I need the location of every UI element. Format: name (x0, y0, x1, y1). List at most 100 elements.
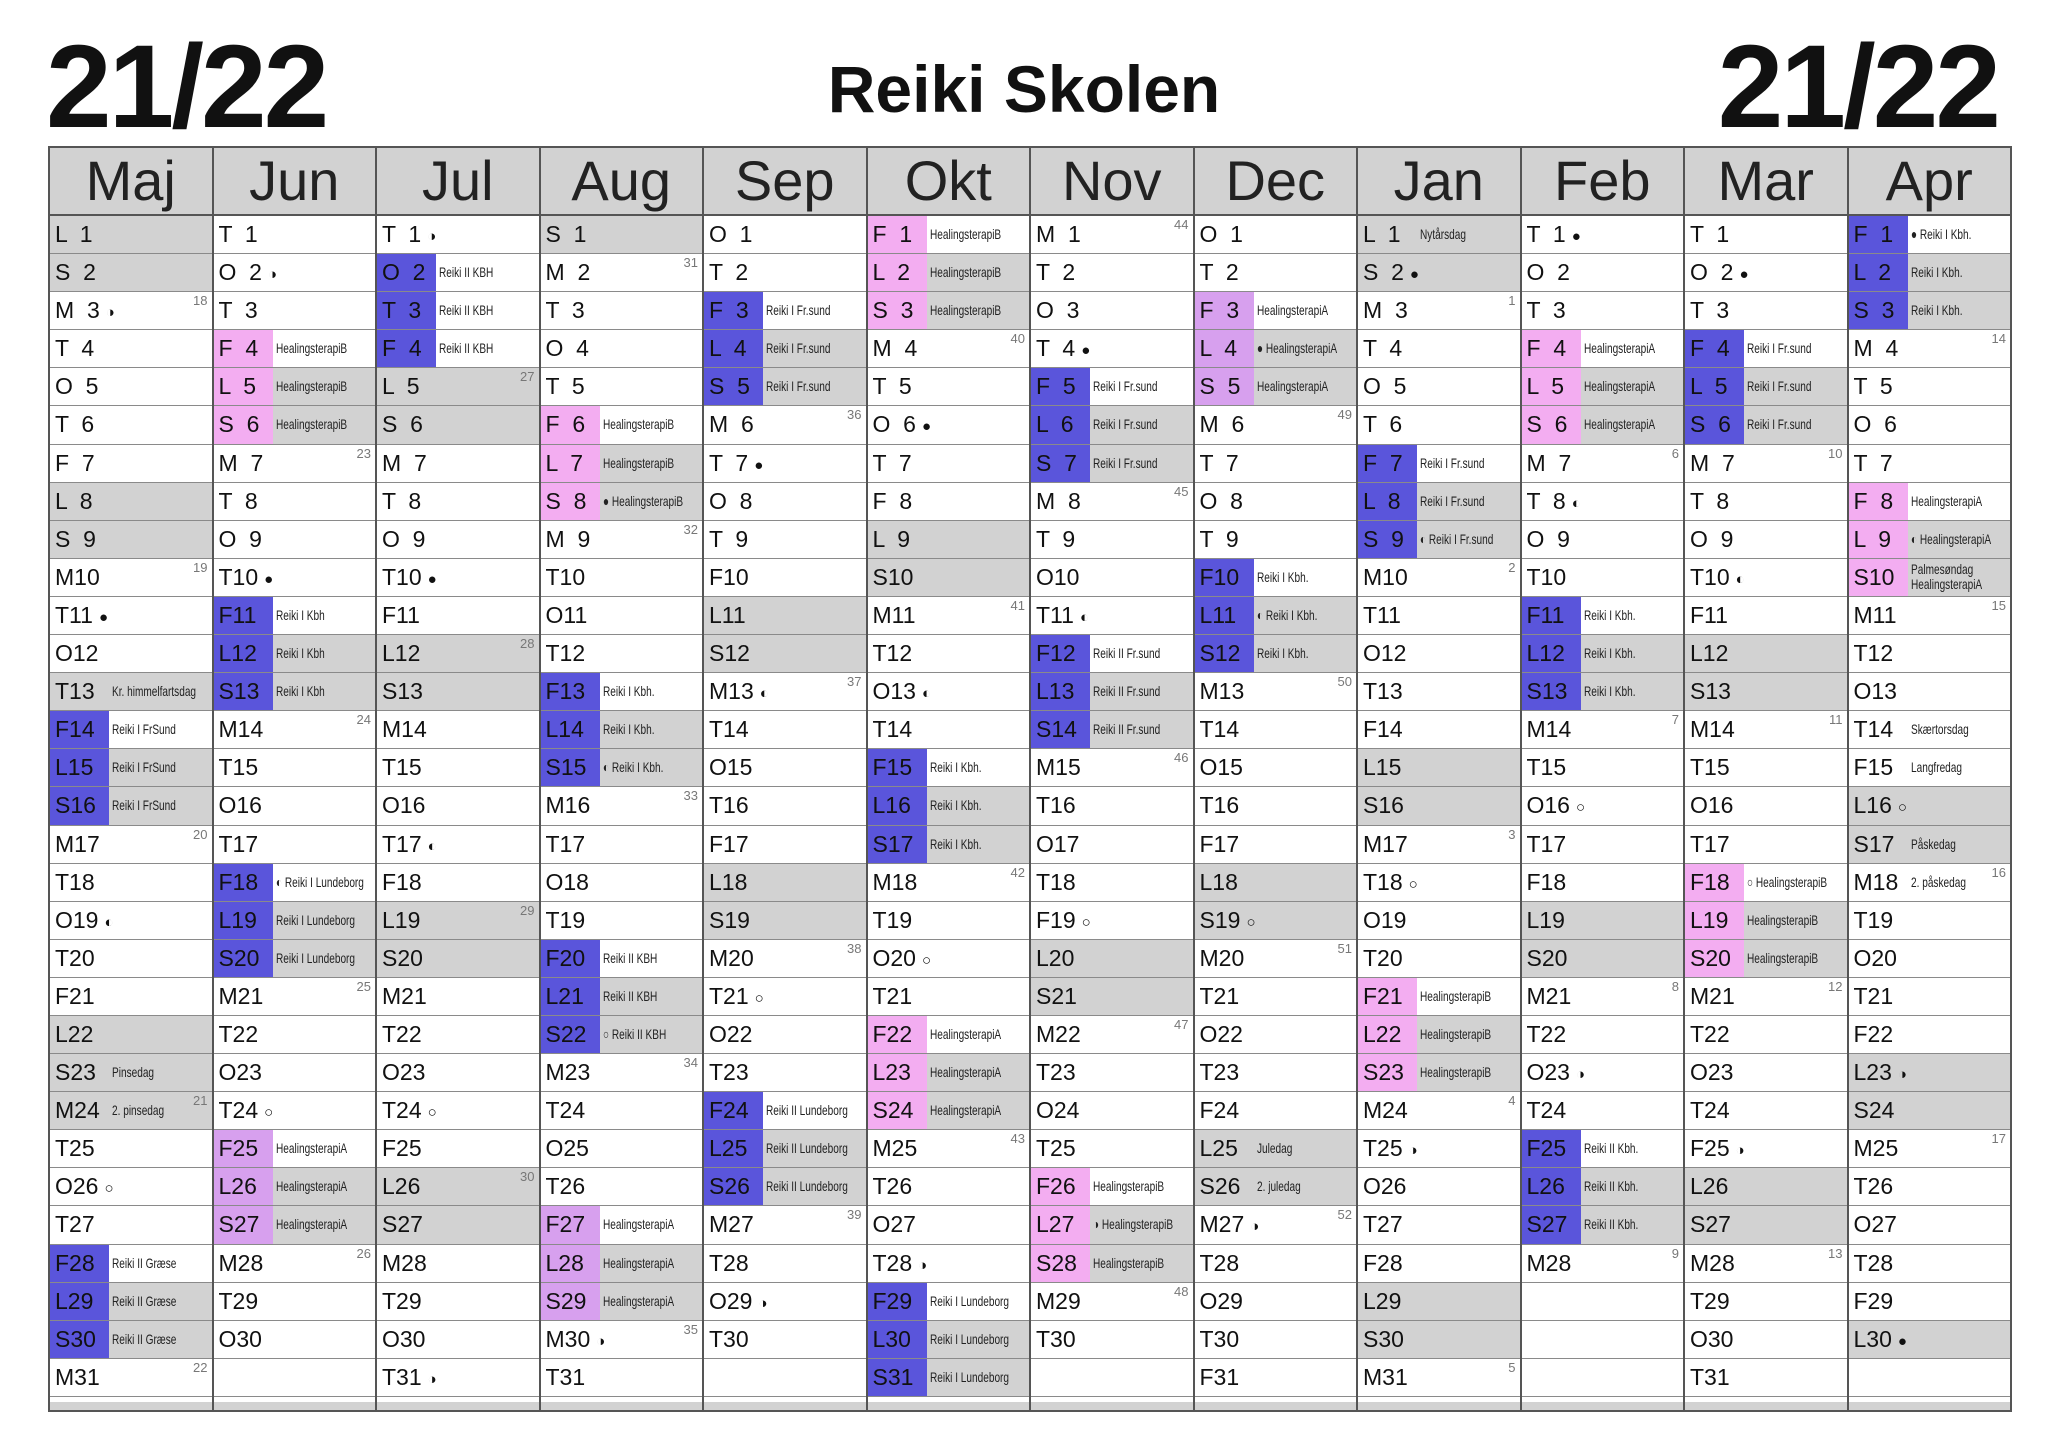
day-cell: T30 (1194, 1321, 1356, 1359)
day-label: L15 (1363, 754, 1402, 781)
day-label: T15 (218, 754, 259, 781)
day-event-note: Reiki II Græse (112, 1254, 177, 1271)
week-number: 31 (683, 255, 698, 271)
day-highlight (1358, 254, 1417, 292)
day-cell: O 6 (1848, 406, 2010, 445)
day-cell: L18 (1194, 863, 1356, 902)
day-label: T30 (709, 1325, 749, 1352)
day-cell: O22 (1194, 1016, 1356, 1055)
day-label: L30 (872, 1325, 911, 1352)
day-label: S26 (1199, 1173, 1241, 1200)
day-cell: F 4 Reiki I Fr.sund (1685, 330, 1847, 369)
day-label: T 9 (1036, 525, 1076, 552)
day-cell: T30 (1031, 1321, 1193, 1359)
day-label: T18 (55, 868, 95, 895)
day-label: T30 (1199, 1325, 1240, 1352)
day-label: T17 ◐ (382, 826, 437, 865)
day-label: L 1 (1363, 221, 1401, 247)
day-cell: L23 HealingsterapiA (867, 1054, 1029, 1093)
day-cell: T10 (1521, 559, 1683, 597)
day-cell: L14 Reiki I Kbh. (540, 711, 702, 750)
day-label: L 5 (218, 373, 257, 400)
day-cell: L18 (704, 863, 866, 902)
day-cell: S14 Reiki II Fr.sund (1031, 711, 1193, 750)
day-event-note: ◐ HealingsterapiA (1910, 530, 1991, 547)
day-cell: T 3 (1685, 292, 1847, 331)
day-label: O22 (1199, 1020, 1243, 1047)
day-highlight (1848, 482, 1908, 520)
day-label: T23 (1036, 1059, 1076, 1086)
day-cell: F 7 (50, 445, 212, 483)
day-cell: T26 (1848, 1168, 2010, 1207)
day-label: S30 (55, 1325, 96, 1352)
day-cell: S19 ○ (1194, 901, 1356, 941)
day-label: S19 ○ (1200, 902, 1256, 941)
day-cell: T11 (1358, 597, 1520, 636)
day-label: T26 (545, 1173, 586, 1200)
day-cell: T25 (1031, 1130, 1193, 1169)
day-event-note: Reiki I Fr.sund (1747, 340, 1812, 357)
day-cell: S 6 HealingsterapiB (213, 406, 375, 445)
week-number: 15 (1991, 597, 2006, 613)
day-highlight (377, 635, 436, 673)
day-label: T28 ◑ (873, 1245, 928, 1284)
day-label: S22 (545, 1020, 587, 1047)
day-label: T 7 (872, 449, 912, 476)
day-label: O 9 (1690, 525, 1734, 552)
day-cell: T17 (1521, 826, 1683, 864)
day-label: M20 (709, 944, 754, 971)
day-label: L 6 (1036, 411, 1074, 438)
day-cell: F11 Reiki I Kbh (213, 596, 375, 636)
day-cell: T16 (1194, 787, 1356, 826)
day-cell: L15 Reiki I FrSund (50, 749, 212, 788)
day-label: T16 (709, 792, 749, 819)
day-cell: T 7 (1848, 445, 2010, 483)
day-label: T17 (1690, 830, 1730, 857)
day-label: L13 (1036, 678, 1075, 705)
month-column-jun: Jun T 1 O 2 ◑ T 3 F 4 HealingsterapiB L 5 Healin… (213, 148, 377, 1410)
day-label: T19 (872, 906, 913, 933)
day-highlight (1358, 749, 1417, 787)
moon-phase-icon: ◑ (427, 228, 437, 245)
day-highlight (50, 749, 109, 787)
day-cell: O12 (1358, 635, 1520, 674)
day-cell: T15 (1685, 749, 1847, 788)
day-cell: T29 (1685, 1283, 1847, 1321)
week-number: 33 (683, 788, 698, 804)
day-cell: T14 (867, 711, 1029, 750)
day-label: L 1 (55, 221, 93, 247)
empty-day-cell (1031, 1358, 1193, 1397)
day-label: L11 (709, 601, 746, 628)
day-label: T26 (872, 1173, 913, 1200)
day-label: O29 ◑ (709, 1283, 768, 1322)
day-highlight (213, 1130, 273, 1168)
day-highlight (1685, 673, 1744, 711)
day-event-note: HealingsterapiA (602, 1254, 674, 1271)
day-cell: T 2 (1194, 254, 1356, 293)
day-label: F13 (545, 678, 586, 705)
day-label: M21 (1690, 982, 1735, 1009)
day-cell: T 2 (1031, 254, 1193, 293)
day-event-note: Påskedag (1910, 835, 1956, 852)
day-event-note: Reiki I Fr.sund (766, 340, 831, 357)
day-highlight (1031, 444, 1090, 482)
moon-phase-icon: ◐ (1079, 608, 1089, 626)
day-cell: L26 Reiki II Kbh. (1521, 1168, 1683, 1207)
day-highlight (1031, 673, 1090, 711)
day-label: S13 (1526, 678, 1568, 705)
day-label: O24 (1036, 1097, 1080, 1124)
day-label: L15 (55, 754, 94, 781)
day-label: L27 (1036, 1211, 1075, 1238)
day-highlight (50, 520, 109, 558)
day-highlight (1358, 1054, 1417, 1092)
day-event-note: Reiki II Græse (112, 1330, 177, 1347)
month-column-jan: Jan L 1 Nytårsdag S 2 ● M 3 1 T 4 O 5 T 6 F 7 Reiki… (1358, 148, 1522, 1410)
day-label: S13 (1690, 678, 1731, 705)
day-event-note: Langfredag (1910, 759, 1962, 776)
day-highlight (1194, 558, 1254, 596)
day-highlight (50, 482, 109, 520)
day-label: T22 (1690, 1020, 1730, 1047)
day-highlight (1848, 787, 1908, 825)
day-label: S26 (709, 1173, 750, 1200)
day-label: T10 (545, 563, 586, 590)
